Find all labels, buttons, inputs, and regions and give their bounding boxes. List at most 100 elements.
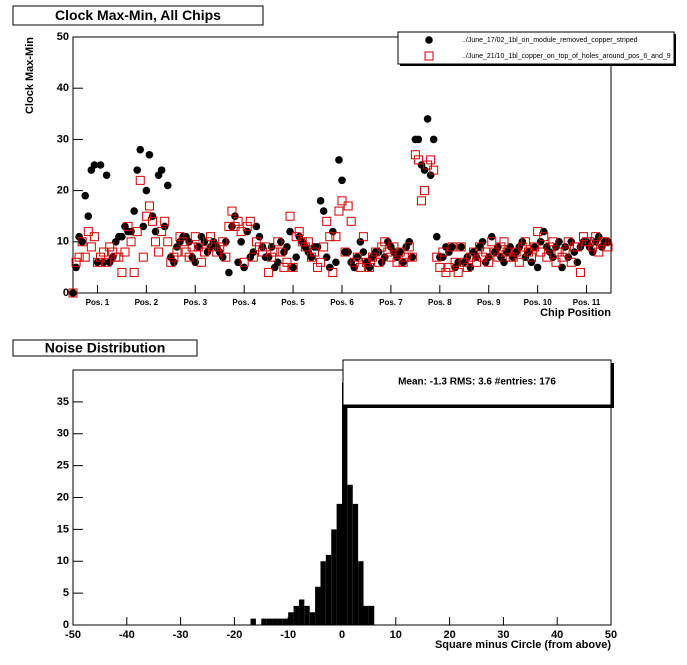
point xyxy=(196,257,206,267)
point xyxy=(365,263,374,272)
point xyxy=(432,252,442,262)
point xyxy=(423,115,432,123)
point xyxy=(517,242,527,252)
point xyxy=(286,227,294,236)
point xyxy=(285,211,295,221)
bar xyxy=(266,618,273,625)
x-tick-label: 30 xyxy=(497,629,509,641)
y-tick-label: 35 xyxy=(57,396,69,408)
x-tick-label: Pos. 11 xyxy=(573,298,601,307)
point xyxy=(560,247,570,257)
point xyxy=(90,161,99,169)
point xyxy=(221,252,231,262)
point xyxy=(368,252,378,262)
x-tick-label: Pos. 6 xyxy=(330,298,354,307)
point xyxy=(145,150,154,159)
point xyxy=(444,262,454,272)
point xyxy=(236,227,246,237)
point xyxy=(358,232,368,242)
point xyxy=(230,221,240,231)
point xyxy=(578,232,588,242)
bar xyxy=(320,561,326,625)
point xyxy=(371,247,381,257)
point xyxy=(447,242,457,252)
point xyxy=(399,258,407,267)
point xyxy=(453,268,463,278)
point xyxy=(258,243,267,251)
point xyxy=(123,221,133,231)
x-tick-label: -10 xyxy=(280,629,296,641)
point xyxy=(254,242,264,252)
point xyxy=(496,242,506,252)
point xyxy=(184,252,194,262)
point xyxy=(139,222,148,231)
stats-text: Mean: -1.3 RMS: 3.6 #entries: 176 xyxy=(398,377,556,388)
point xyxy=(466,263,475,272)
point xyxy=(130,207,138,215)
point xyxy=(117,268,127,278)
point xyxy=(157,166,166,174)
point xyxy=(175,232,185,242)
point xyxy=(493,252,503,262)
point xyxy=(561,243,569,251)
point xyxy=(386,252,396,262)
point xyxy=(334,206,344,216)
stats-box xyxy=(342,359,612,406)
legend-box xyxy=(397,31,675,65)
point xyxy=(500,258,508,267)
point xyxy=(132,227,142,237)
point xyxy=(270,247,280,257)
point xyxy=(448,243,456,251)
point xyxy=(190,232,200,242)
x-tick-label: Pos. 2 xyxy=(135,298,159,307)
point xyxy=(414,135,423,144)
point xyxy=(83,227,93,237)
point xyxy=(573,258,582,267)
point xyxy=(199,247,209,257)
point xyxy=(558,263,566,272)
chart-title: Clock Max-Min, All Chips xyxy=(55,7,221,23)
point xyxy=(78,238,86,246)
bar xyxy=(363,605,369,625)
bar xyxy=(250,618,256,625)
point xyxy=(530,243,539,251)
x-tick-label: -40 xyxy=(119,629,135,641)
bar xyxy=(272,618,278,625)
point xyxy=(193,242,203,252)
y-tick-label: 30 xyxy=(57,133,69,145)
point xyxy=(331,232,341,242)
point xyxy=(234,258,242,267)
point xyxy=(435,262,445,272)
x-tick-label: 50 xyxy=(605,629,617,641)
point xyxy=(361,257,371,267)
point xyxy=(487,232,496,241)
point xyxy=(228,222,236,231)
point xyxy=(520,237,530,247)
x-tick-label: -20 xyxy=(226,629,242,641)
point xyxy=(242,221,252,231)
y-axis-title: Clock Max-Min xyxy=(24,37,36,114)
point xyxy=(307,253,316,261)
point xyxy=(151,227,160,236)
point xyxy=(566,257,576,267)
point xyxy=(328,268,338,278)
point xyxy=(279,262,289,272)
point xyxy=(475,242,485,252)
bar xyxy=(336,503,342,625)
point xyxy=(255,232,264,241)
point xyxy=(249,248,258,256)
point xyxy=(267,252,277,262)
point xyxy=(127,227,135,236)
point xyxy=(549,253,557,261)
point xyxy=(209,242,219,252)
bar xyxy=(358,561,364,625)
x-tick-label: Pos. 1 xyxy=(86,298,110,307)
point xyxy=(343,201,353,211)
point xyxy=(329,227,337,236)
point xyxy=(432,232,441,241)
bar xyxy=(347,484,353,625)
point xyxy=(407,252,417,262)
point xyxy=(233,216,243,226)
point xyxy=(289,263,297,272)
